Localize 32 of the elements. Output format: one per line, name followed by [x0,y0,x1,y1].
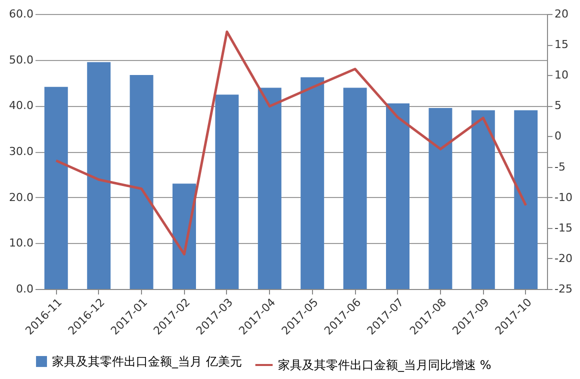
y-tick-label: 50.0 [9,53,34,66]
y-tick-label: 30.0 [9,145,34,158]
y2-tick-label: 10 [554,68,568,82]
y2-tick-label: -15 [554,221,572,234]
y-tick-label: 10.0 [9,236,34,250]
y2-tick-label: -5 [554,160,566,174]
bar [258,88,282,289]
legend-label: 家具及其零件出口金额_当月同比增速 % [278,358,492,372]
bar [471,110,495,289]
y2-tick-label: 0 [554,130,562,143]
bar [428,108,452,289]
bar [514,110,538,289]
bar [215,94,239,289]
y-tick-label: 60.0 [9,8,34,20]
y-tick-label: 0.0 [16,282,34,296]
y2-tick-label: 15 [554,38,568,52]
bar [386,103,410,289]
y-tick-label: 40.0 [9,99,34,112]
bar [87,62,111,289]
bar [343,88,367,289]
y2-tick-label: 5 [554,99,562,112]
bar [172,184,196,289]
bar [300,77,324,289]
y-tick-label: 20.0 [9,190,34,204]
y2-tick-label: 20 [554,8,568,20]
bar [130,74,154,289]
y2-tick-label: -10 [554,190,572,204]
y2-tick-label: -25 [554,282,572,296]
line-series [54,30,528,256]
legend-label: 家具及其零件出口金额_当月 亿美元 [52,354,242,368]
bar [44,86,68,289]
y2-tick-label: -20 [554,252,572,265]
